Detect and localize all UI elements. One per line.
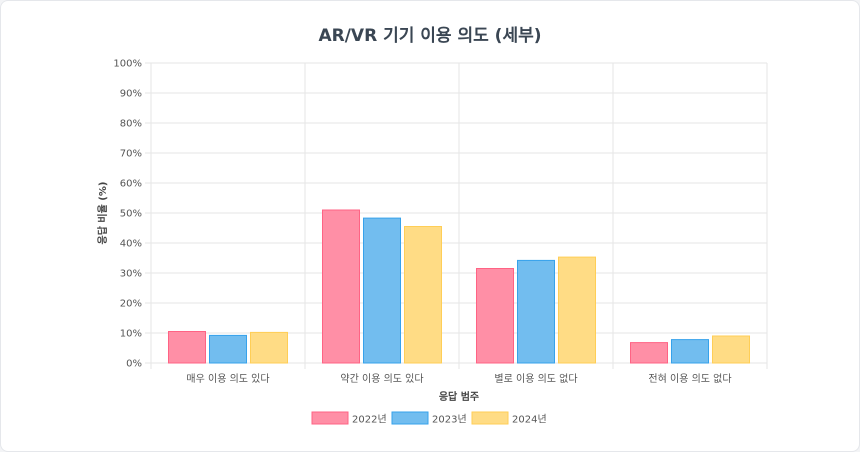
y-tick-label: 100% [113, 59, 142, 70]
y-tick-label: 90% [120, 89, 142, 100]
x-tick-label: 매우 이용 의도 있다 [186, 373, 269, 385]
legend-swatch [471, 411, 509, 425]
bar [712, 335, 750, 364]
bar [363, 217, 401, 364]
y-tick-label: 50% [120, 209, 142, 220]
legend-swatch [391, 411, 429, 425]
legend-label: 2023년 [432, 414, 467, 426]
x-tick-label: 전혀 이용 의도 없다 [648, 372, 731, 385]
bar [209, 334, 247, 364]
legend-label: 2022년 [352, 414, 387, 426]
bar [671, 339, 709, 364]
bar [517, 259, 555, 364]
y-tick-label: 20% [120, 299, 142, 310]
y-tick-label: 60% [120, 179, 142, 190]
bar [404, 226, 442, 364]
bar [168, 331, 206, 364]
bar [630, 342, 668, 364]
y-tick-label: 10% [120, 329, 142, 340]
bar [476, 268, 514, 364]
bar [558, 256, 596, 364]
bar [322, 209, 360, 364]
bar [250, 331, 288, 364]
legend-swatch [311, 411, 349, 425]
y-axis-title: 응답 비율 (%) [96, 182, 109, 245]
chart-title: AR/VR 기기 이용 의도 (세부) [318, 26, 542, 46]
y-tick-label: 80% [120, 119, 142, 130]
x-tick-label: 약간 이용 의도 있다 [340, 373, 423, 385]
x-tick-label: 별로 이용 의도 없다 [494, 372, 577, 385]
legend-label: 2024년 [512, 414, 547, 426]
y-tick-label: 30% [120, 269, 142, 280]
x-axis-title: 응답 범주 [439, 390, 479, 403]
y-tick-label: 40% [120, 239, 142, 250]
y-tick-label: 0% [126, 359, 142, 370]
y-tick-label: 70% [120, 149, 142, 160]
